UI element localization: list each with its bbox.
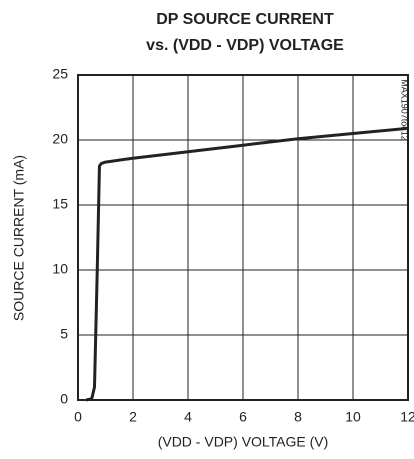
x-tick-label: 12 bbox=[400, 409, 414, 425]
y-tick-label: 0 bbox=[60, 391, 68, 407]
x-tick-label: 8 bbox=[294, 409, 302, 425]
y-tick-label: 10 bbox=[52, 261, 68, 277]
data-line bbox=[85, 126, 409, 402]
y-tick-label: 5 bbox=[60, 326, 68, 342]
x-tick-label: 6 bbox=[239, 409, 247, 425]
x-axis-label: (VDD - VDP) VOLTAGE (V) bbox=[158, 434, 329, 450]
x-tick-label: 0 bbox=[74, 409, 82, 425]
chart-title: DP SOURCE CURRENT bbox=[156, 11, 334, 28]
y-tick-label: 15 bbox=[52, 196, 68, 212]
x-tick-label: 2 bbox=[129, 409, 137, 425]
chart-title: vs. (VDD - VDP) VOLTAGE bbox=[146, 37, 344, 54]
plot-frame bbox=[77, 74, 409, 401]
x-tick-label: 10 bbox=[345, 409, 361, 425]
annotation: MAX1907toc12 bbox=[400, 79, 410, 141]
y-axis-label: SOURCE CURRENT (mA) bbox=[11, 155, 27, 321]
x-tick-label: 4 bbox=[184, 409, 192, 425]
y-tick-label: 20 bbox=[52, 131, 68, 147]
y-tick-label: 25 bbox=[52, 66, 68, 82]
